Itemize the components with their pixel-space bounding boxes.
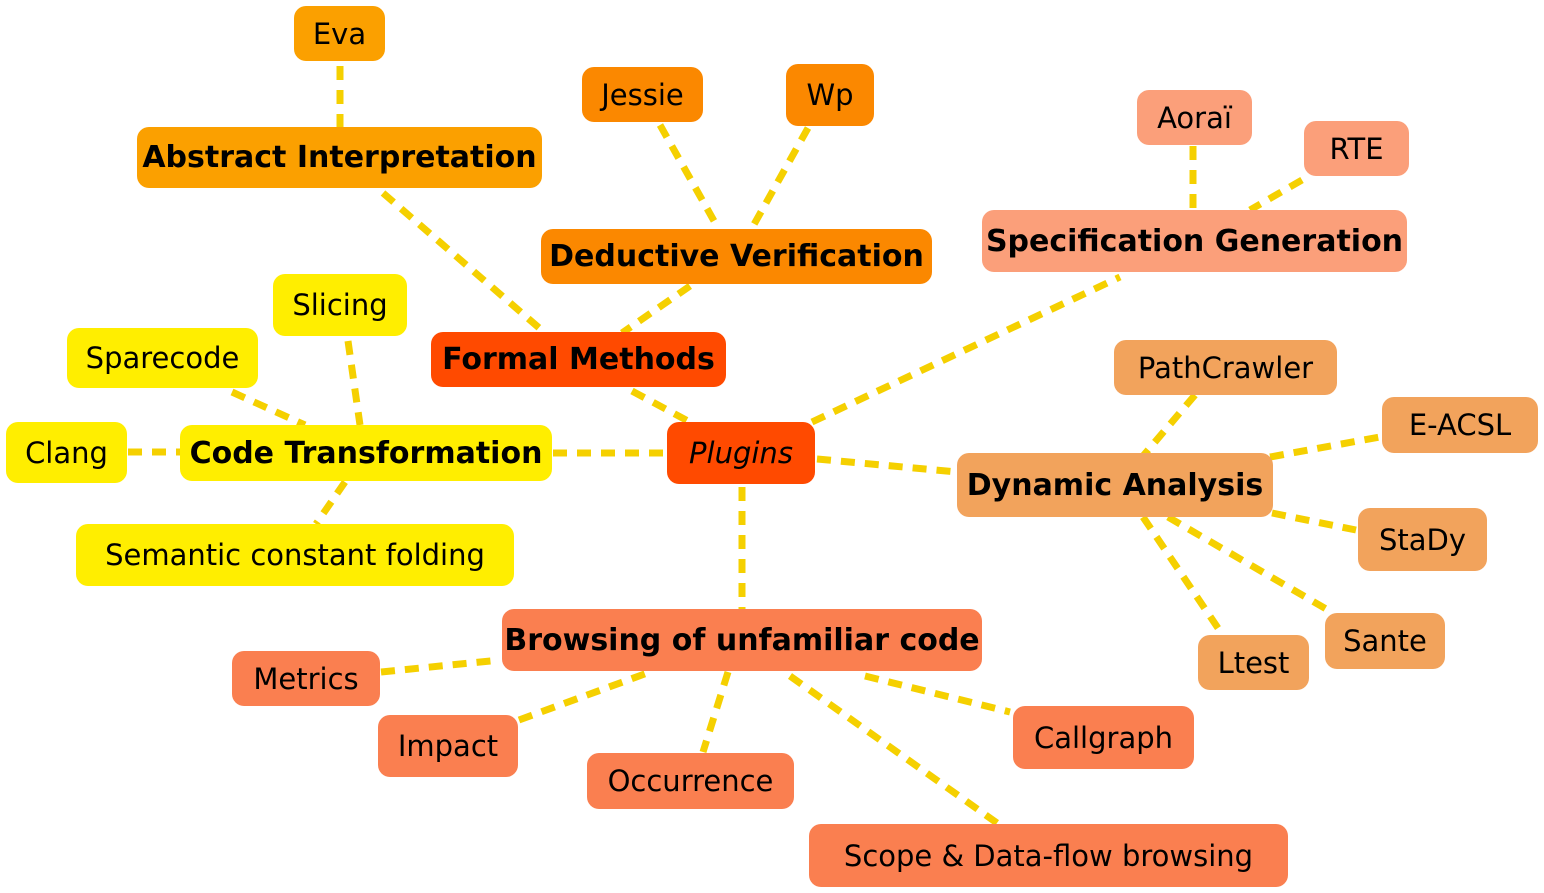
scope-data-flow-browsing-node[interactable]: Scope & Data-flow browsing xyxy=(809,824,1288,887)
edge-impact xyxy=(517,668,652,724)
edge-pathcrawler xyxy=(1140,392,1198,459)
edge-callgraph xyxy=(864,672,1011,716)
callgraph-node[interactable]: Callgraph xyxy=(1013,706,1194,769)
code-transformation-node[interactable]: Code Transformation xyxy=(180,425,552,481)
sparecode-node[interactable]: Sparecode xyxy=(67,328,258,388)
edge-deductive xyxy=(620,283,692,336)
rte-node[interactable]: RTE xyxy=(1304,121,1409,176)
formal-methods-node[interactable]: Formal Methods xyxy=(431,332,726,387)
aorai-node[interactable]: Aoraï xyxy=(1137,90,1252,145)
edge-semfold xyxy=(313,480,348,526)
dynamic-analysis-node[interactable]: Dynamic Analysis xyxy=(957,453,1273,517)
specification-generation-node[interactable]: Specification Generation xyxy=(982,210,1407,272)
deductive-verification-node[interactable]: Deductive Verification xyxy=(541,229,932,284)
edge-abstract xyxy=(380,190,548,336)
metrics-node[interactable]: Metrics xyxy=(232,651,380,706)
edge-jessie xyxy=(656,123,722,230)
edge-scope xyxy=(787,673,1000,826)
ltest-node[interactable]: Ltest xyxy=(1198,635,1309,690)
edge-eacsl xyxy=(1269,433,1381,461)
edge-sparecode xyxy=(230,388,307,429)
edge-sante xyxy=(1166,513,1335,617)
stady-node[interactable]: StaDy xyxy=(1358,508,1487,571)
impact-node[interactable]: Impact xyxy=(378,715,518,777)
edge-wp xyxy=(748,126,812,230)
edge-occurrence xyxy=(699,670,732,754)
e-acsl-node[interactable]: E-ACSL xyxy=(1382,397,1538,453)
clang-node[interactable]: Clang xyxy=(6,422,127,483)
abstract-interpretation-node[interactable]: Abstract Interpretation xyxy=(137,127,542,188)
edge-stady xyxy=(1271,509,1357,534)
semantic-constant-folding-node[interactable]: Semantic constant folding xyxy=(76,524,514,586)
edge-slicing xyxy=(344,340,364,426)
plugins-root-node[interactable]: Plugins xyxy=(667,422,815,484)
edge-specgen xyxy=(810,273,1122,426)
eva-node[interactable]: Eva xyxy=(294,6,385,61)
edge-rte xyxy=(1248,176,1304,214)
wp-node[interactable]: Wp xyxy=(786,64,874,126)
slicing-node[interactable]: Slicing xyxy=(273,274,407,336)
edge-formal xyxy=(630,387,690,425)
edge-ltest xyxy=(1140,515,1225,636)
edge-metrics xyxy=(380,656,501,676)
pathcrawler-node[interactable]: PathCrawler xyxy=(1114,340,1337,395)
sante-node[interactable]: Sante xyxy=(1325,613,1445,669)
occurrence-node[interactable]: Occurrence xyxy=(587,753,794,809)
browsing-unfamiliar-code-node[interactable]: Browsing of unfamiliar code xyxy=(502,609,982,671)
jessie-node[interactable]: Jessie xyxy=(582,67,703,122)
edge-dynamic xyxy=(816,455,958,476)
